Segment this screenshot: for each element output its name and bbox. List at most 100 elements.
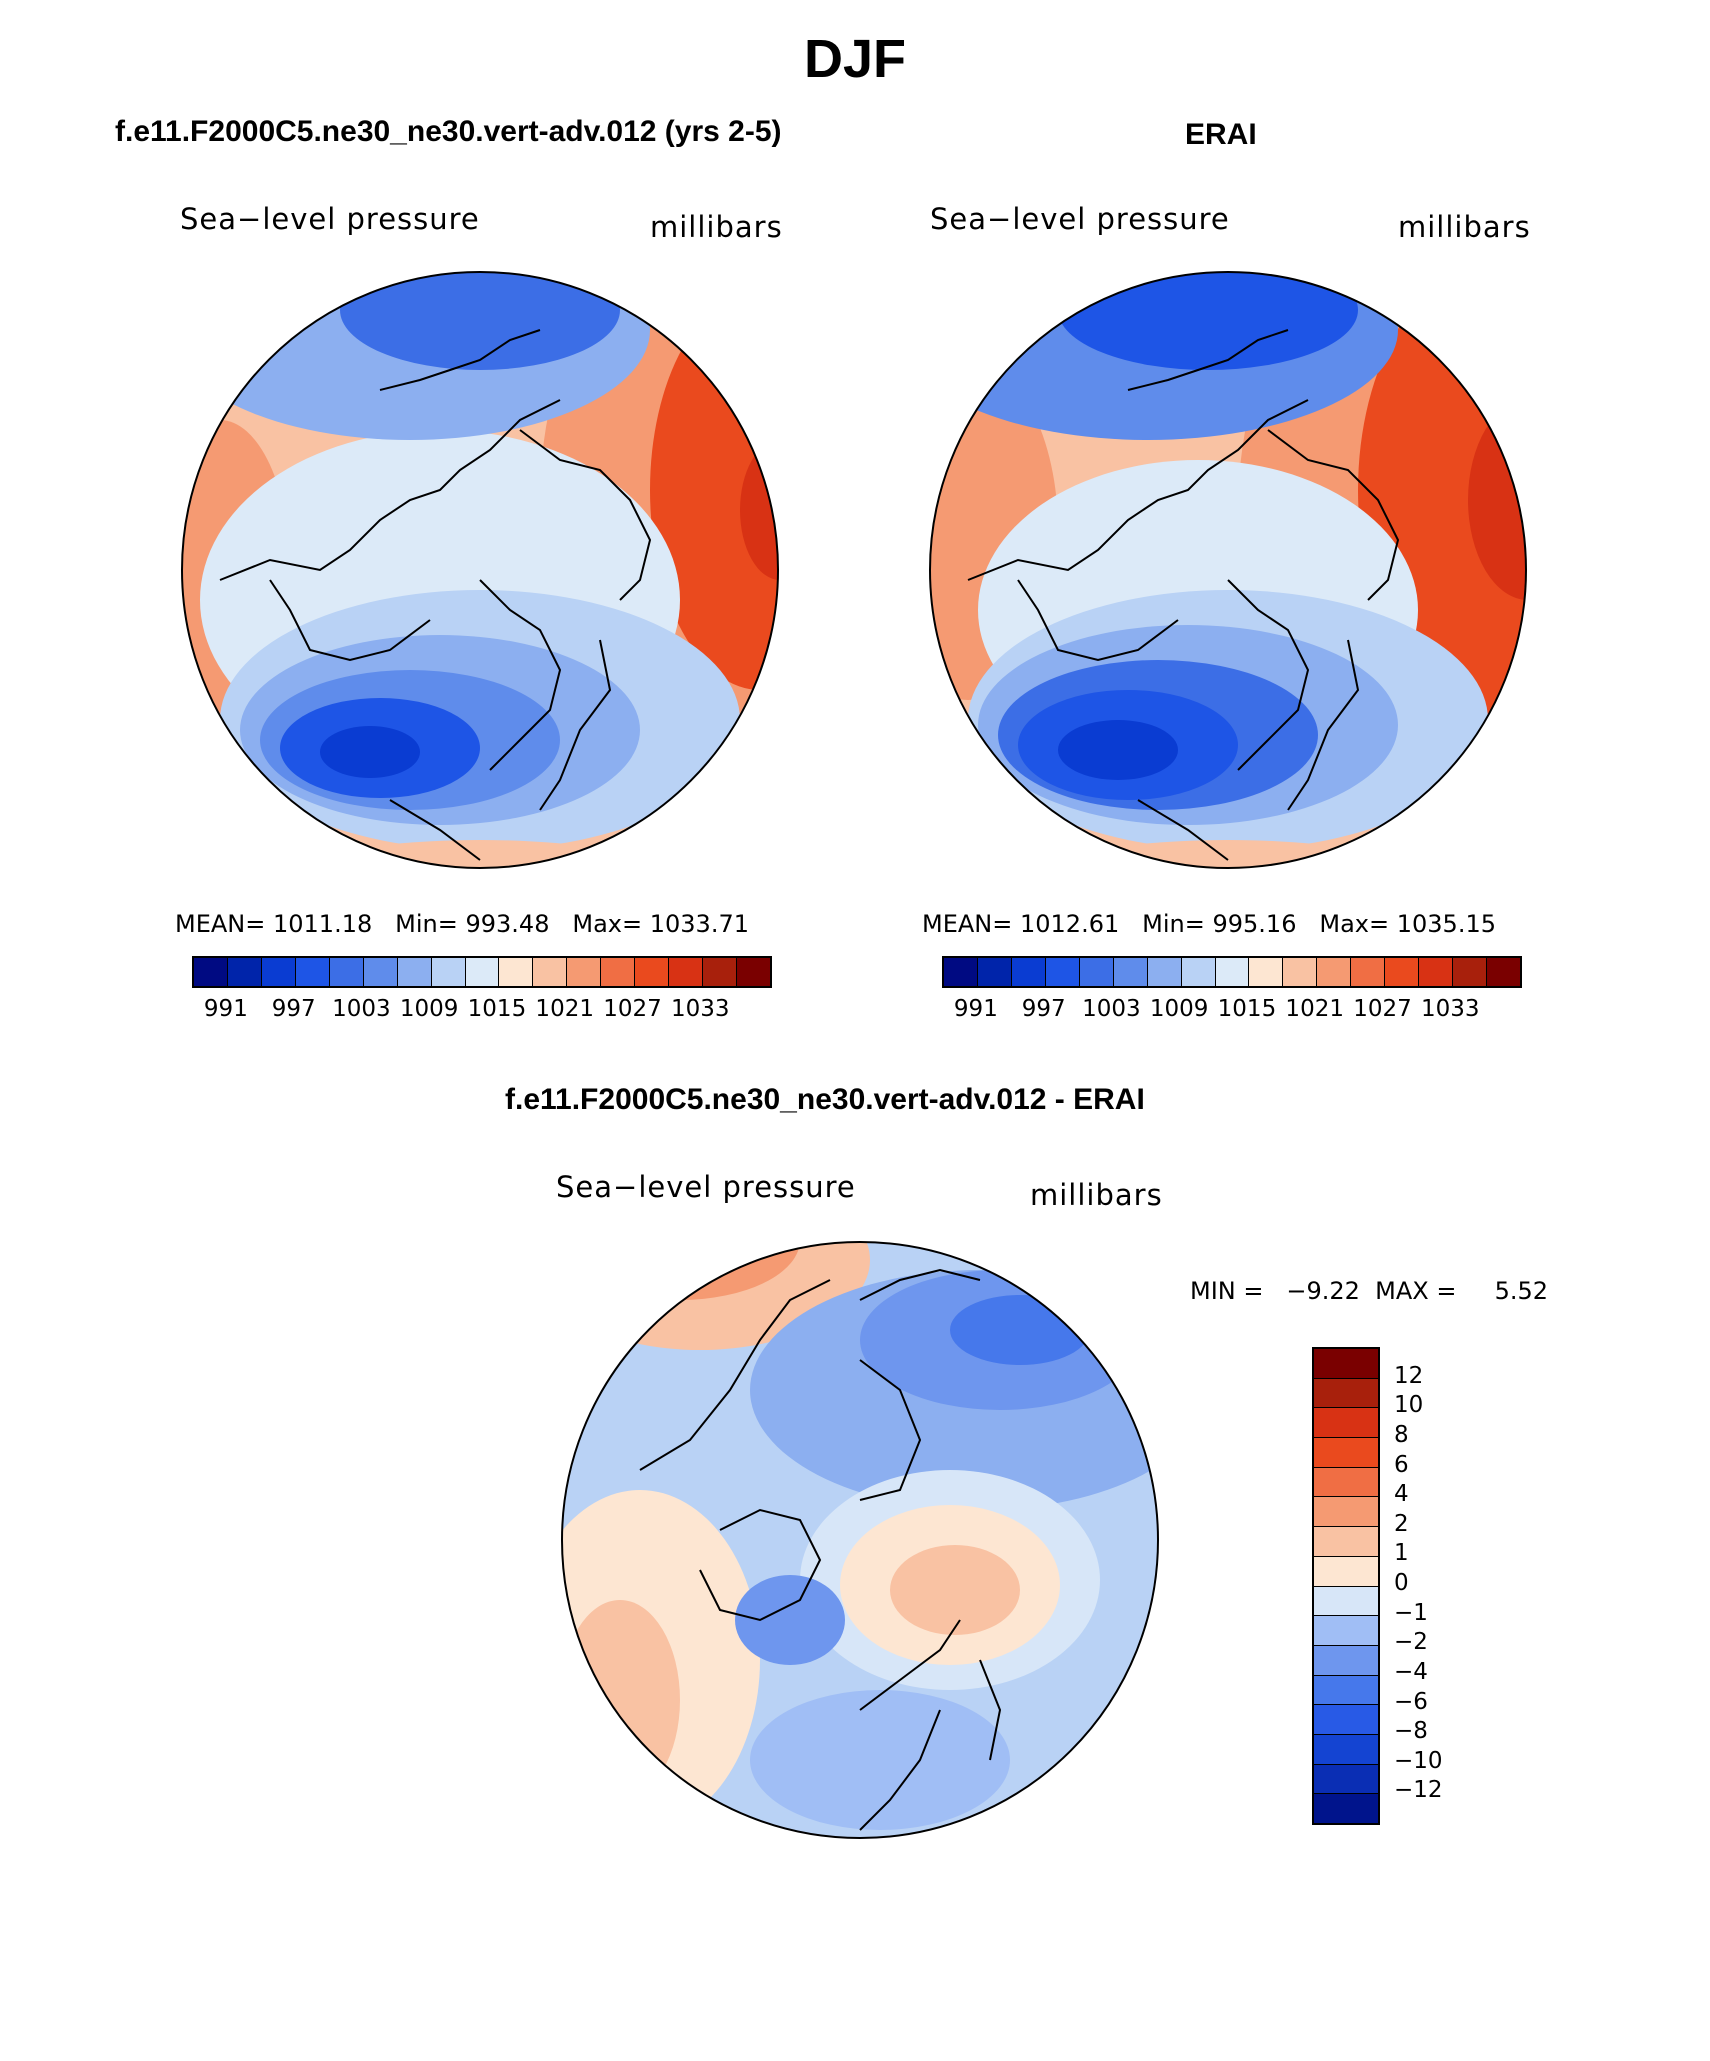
obs-colorbar-box bbox=[1283, 958, 1318, 986]
diff-colorbar-tick-label: −2 bbox=[1394, 1629, 1428, 1656]
model-colorbar-box bbox=[261, 958, 296, 986]
diff-colorbar-tick-label: −6 bbox=[1394, 1688, 1428, 1715]
diff-colorbar-box bbox=[1314, 1556, 1378, 1587]
figure-title: DJF bbox=[803, 29, 906, 89]
obs-colorbar-tick-label: 1009 bbox=[1149, 996, 1209, 1022]
obs-colorbar-box bbox=[1045, 958, 1080, 986]
obs-colorbar-tick-label: 1015 bbox=[1217, 996, 1277, 1022]
diff-colorbar-box bbox=[1314, 1467, 1378, 1498]
obs-panel-heading: ERAI bbox=[1185, 118, 1257, 151]
diff-colorbar-box bbox=[1314, 1616, 1378, 1646]
model-stats: MEAN= 1011.18 Min= 993.48 Max= 1033.71 bbox=[175, 910, 749, 938]
diff-colorbar-tick-label: −12 bbox=[1394, 1777, 1443, 1804]
obs-colorbar-box bbox=[1249, 958, 1284, 986]
model-colorbar-tick-label: 1003 bbox=[332, 996, 391, 1022]
obs-contour-atlantic-low-core bbox=[1058, 720, 1178, 780]
diff-colorbar-ticks: 12 10 8 6 4 2 1 0 −1 −2 −4 −6 −8 −10 −12 bbox=[1390, 1347, 1470, 1825]
diff-colorbar-box bbox=[1314, 1645, 1378, 1676]
obs-colorbar-box bbox=[1351, 958, 1386, 986]
model-min-label: Min= bbox=[395, 910, 458, 938]
obs-stats: MEAN= 1012.61 Min= 995.16 Max= 1035.15 bbox=[922, 910, 1496, 938]
diff-colorbar-tick-label: 4 bbox=[1394, 1481, 1409, 1508]
obs-mean-label: MEAN= bbox=[922, 910, 1013, 938]
model-colorbar-box bbox=[567, 958, 602, 986]
model-colorbar-ticks: 991 997 1003 1009 1015 1021 1027 1033 bbox=[192, 996, 772, 1026]
model-colorbar-box bbox=[601, 958, 636, 986]
diff-contour-center-positive-core bbox=[890, 1545, 1020, 1635]
obs-variable-label: Sea−level pressure bbox=[930, 202, 1230, 236]
diff-colorbar bbox=[1312, 1347, 1380, 1825]
diff-colorbar-box bbox=[1314, 1408, 1378, 1439]
obs-colorbar-tick-label: 1033 bbox=[1420, 996, 1480, 1022]
obs-colorbar-ticks: 991 997 1003 1009 1015 1021 1027 1033 bbox=[942, 996, 1522, 1026]
obs-colorbar-tick-label: 997 bbox=[1021, 996, 1066, 1022]
obs-colorbar bbox=[942, 956, 1522, 988]
model-colorbar-box bbox=[227, 958, 262, 986]
model-colorbar-box bbox=[669, 958, 704, 986]
model-contour-high-east-max bbox=[740, 440, 778, 580]
model-colorbar-box bbox=[465, 958, 500, 986]
model-colorbar-box bbox=[703, 958, 737, 986]
diff-colorbar-box bbox=[1314, 1497, 1378, 1528]
model-colorbar-tick-label: 1015 bbox=[467, 996, 527, 1022]
diff-colorbar-box bbox=[1314, 1675, 1378, 1706]
model-max-label: Max= bbox=[572, 910, 643, 938]
diff-colorbar-tick-label: 0 bbox=[1394, 1570, 1409, 1596]
diff-colorbar-tick-label: 8 bbox=[1394, 1421, 1409, 1448]
diff-panel-heading: f.e11.F2000C5.ne30_ne30.vert-adv.012 - E… bbox=[505, 1083, 1145, 1116]
obs-map-border bbox=[929, 271, 1527, 869]
diff-contour-west-positive-core bbox=[562, 1600, 680, 1800]
model-colorbar-tick-label: 1033 bbox=[670, 996, 730, 1022]
obs-colorbar-box bbox=[977, 958, 1012, 986]
obs-colorbar-box bbox=[1147, 958, 1182, 986]
model-colorbar-box bbox=[295, 958, 330, 986]
obs-colorbar-box bbox=[1011, 958, 1046, 986]
diff-contour-negative-min bbox=[950, 1295, 1090, 1365]
obs-units-label: millibars bbox=[1398, 210, 1531, 244]
diff-polar-map bbox=[561, 1241, 1159, 1839]
diff-colorbar-box bbox=[1314, 1794, 1378, 1823]
diff-colorbar-box bbox=[1314, 1734, 1378, 1765]
diff-colorbar-box bbox=[1314, 1705, 1378, 1735]
diff-coastlines bbox=[639, 1268, 1002, 1831]
diff-colorbar-tick-label: −1 bbox=[1394, 1599, 1428, 1626]
model-coastlines bbox=[219, 329, 652, 861]
model-colorbar-tick-label: 1021 bbox=[535, 996, 594, 1022]
obs-colorbar-tick-label: 1027 bbox=[1353, 996, 1412, 1022]
obs-colorbar-tick-label: 1021 bbox=[1285, 996, 1344, 1022]
model-colorbar-tick-label: 1009 bbox=[399, 996, 459, 1022]
model-units-label: millibars bbox=[650, 210, 783, 244]
obs-contour-pacific-low-core bbox=[1058, 272, 1358, 370]
diff-colorbar-box bbox=[1314, 1378, 1378, 1409]
model-colorbar-box bbox=[737, 958, 770, 986]
obs-colorbar-box bbox=[944, 958, 978, 986]
diff-variable-label: Sea−level pressure bbox=[556, 1170, 856, 1204]
diff-colorbar-box bbox=[1314, 1764, 1378, 1795]
model-contour-pacific-low-core bbox=[340, 272, 620, 370]
model-contour-atlantic-low-core bbox=[320, 726, 420, 778]
model-colorbar-tick-label: 1027 bbox=[603, 996, 662, 1022]
diff-colorbar-tick-label: 10 bbox=[1394, 1392, 1424, 1419]
model-colorbar-box bbox=[533, 958, 568, 986]
model-colorbar-box bbox=[363, 958, 398, 986]
diff-colorbar-tick-label: 2 bbox=[1394, 1510, 1409, 1537]
obs-colorbar-box bbox=[1487, 958, 1520, 986]
obs-colorbar-box bbox=[1079, 958, 1114, 986]
obs-polar-map bbox=[929, 271, 1527, 869]
diff-colorbar-box bbox=[1314, 1349, 1378, 1379]
diff-map-border bbox=[561, 1241, 1159, 1839]
obs-colorbar-box bbox=[1385, 958, 1420, 986]
obs-colorbar-box bbox=[1419, 958, 1454, 986]
diff-contour-greenland-negative bbox=[735, 1575, 845, 1665]
obs-coastlines bbox=[967, 329, 1400, 861]
diff-colorbar-box bbox=[1314, 1438, 1378, 1468]
diff-colorbar-tick-label: 12 bbox=[1394, 1362, 1424, 1389]
model-colorbar-box bbox=[635, 958, 670, 986]
model-max-value: 1033.71 bbox=[649, 910, 749, 938]
obs-colorbar-box bbox=[1215, 958, 1250, 986]
model-panel-heading: f.e11.F2000C5.ne30_ne30.vert-adv.012 (yr… bbox=[115, 115, 782, 148]
diff-contour-south-negative bbox=[750, 1690, 1010, 1830]
obs-colorbar-box bbox=[1317, 958, 1352, 986]
diff-units-label: millibars bbox=[1030, 1178, 1163, 1212]
model-min-value: 993.48 bbox=[465, 910, 550, 938]
